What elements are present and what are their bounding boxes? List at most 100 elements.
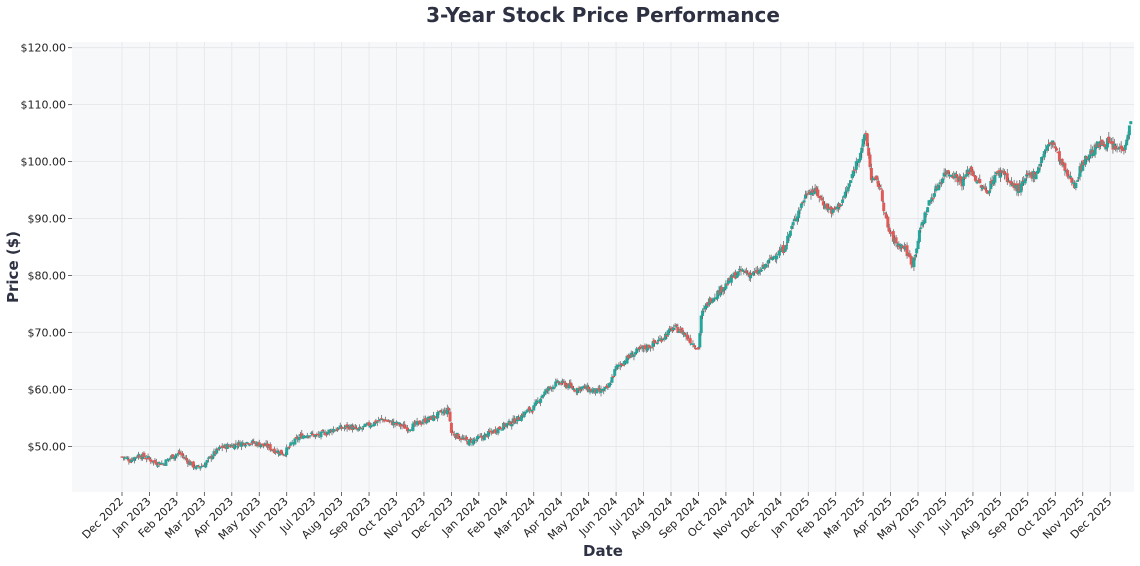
candle-body-up (961, 176, 965, 187)
candle-body-down (820, 197, 824, 201)
candle-body-up (389, 420, 393, 422)
candle-body-up (506, 422, 510, 426)
y-tick-label: $80.00 (28, 270, 67, 283)
candle-body-up (580, 386, 584, 390)
candle-body-down (676, 326, 680, 333)
candle-body-up (534, 400, 538, 405)
candle-body-down (875, 175, 879, 180)
candle-body-up (1126, 134, 1130, 140)
candle-body-up (1105, 138, 1109, 148)
candle-body-down (242, 443, 246, 446)
candle-body-down (880, 190, 884, 202)
candle-body-up (632, 354, 636, 357)
candle-body-up (994, 172, 998, 175)
candle-body-down (469, 438, 473, 440)
candle-body-down (825, 203, 829, 210)
candle-body-up (603, 387, 607, 390)
candle-body-up (363, 423, 367, 428)
candle-body-up (482, 434, 486, 441)
candle-body-down (867, 147, 871, 156)
candle-body-up (235, 446, 239, 448)
candle-body-down (894, 237, 898, 244)
candle-body-up (322, 431, 326, 433)
y-tick-label: $70.00 (28, 327, 67, 340)
candle-body-down (517, 417, 521, 420)
candle-body-down (876, 180, 880, 187)
candle-body-up (415, 421, 419, 425)
candle-body-up (635, 348, 639, 354)
candle-body-down (782, 245, 786, 254)
candle-body-up (727, 278, 731, 284)
candle-body-down (386, 420, 390, 423)
candle-body-up (275, 450, 279, 453)
candle-body-up (248, 444, 252, 446)
candle-body-down (931, 198, 935, 200)
candle-body-down (744, 270, 748, 274)
candle-body-up (543, 391, 547, 395)
candle-body-up (259, 445, 263, 448)
candle-body-down (1057, 151, 1061, 162)
candle-body-down (367, 422, 371, 427)
candle-body-up (937, 185, 941, 191)
candle-body-down (480, 435, 484, 438)
candle-body-down (197, 465, 201, 468)
candle-body-down (1119, 145, 1123, 150)
candle-body-up (211, 456, 215, 460)
candle-body-up (554, 381, 558, 387)
candle-body-up (740, 269, 744, 271)
candle-body-down (983, 187, 987, 190)
candle-body-down (272, 448, 276, 454)
candle-body-up (691, 343, 695, 345)
candle-body-down (621, 364, 625, 367)
candle-body-down (489, 430, 493, 433)
candle-body-up (857, 158, 861, 163)
y-axis-ticks: $50.00 $60.00 $70.00 $80.00 $90.00 $100.00 $11… (21, 42, 72, 453)
candle-body-up (917, 230, 921, 242)
candle-body-down (659, 338, 663, 342)
candle-body-down (909, 256, 913, 265)
candle-body-up (783, 249, 787, 252)
candle-body-down (178, 451, 182, 454)
candle-body-down (216, 448, 220, 450)
candle-body-up (303, 435, 307, 438)
candle-body-up (1078, 166, 1082, 177)
candle-body-up (293, 438, 297, 445)
candle-body-down (692, 345, 696, 347)
candle-body-up (657, 339, 661, 342)
candle-body-up (421, 422, 425, 424)
candle-body-up (364, 424, 368, 426)
candle-body-down (954, 174, 958, 177)
candle-body-down (263, 445, 267, 447)
candle-body-up (765, 265, 769, 267)
chart-title: 3-Year Stock Price Performance (426, 3, 780, 27)
candle-body-up (636, 348, 640, 351)
candle-body-up (777, 250, 781, 256)
candle-body-up (195, 465, 199, 467)
candle-body-up (552, 387, 556, 389)
candle-body-down (287, 446, 291, 448)
candle-body-up (672, 327, 676, 331)
y-tick-label: $60.00 (28, 383, 67, 396)
candle-body-up (602, 388, 606, 392)
candle-body-up (724, 283, 728, 289)
candle-body-up (987, 190, 991, 194)
candle-body-down (1053, 146, 1057, 149)
candle-body-up (373, 421, 377, 426)
candle-body-up (356, 429, 360, 431)
candle-body-up (916, 240, 920, 249)
candle-body-up (729, 274, 733, 283)
candle-body-up (395, 421, 398, 424)
candle-body-down (832, 208, 836, 210)
candle-body-up (710, 301, 714, 303)
candle-body-down (1052, 142, 1056, 146)
candle-body-up (941, 178, 945, 183)
candle-body-up (839, 204, 843, 206)
candle-body-down (355, 427, 359, 430)
candle-body-up (791, 222, 795, 226)
candle-body-down (905, 245, 909, 257)
candle-body-up (204, 462, 208, 468)
candle-body-up (852, 171, 856, 177)
candle-body-down (1063, 163, 1067, 171)
candle-body-up (798, 209, 802, 211)
candle-body-up (1037, 167, 1041, 173)
